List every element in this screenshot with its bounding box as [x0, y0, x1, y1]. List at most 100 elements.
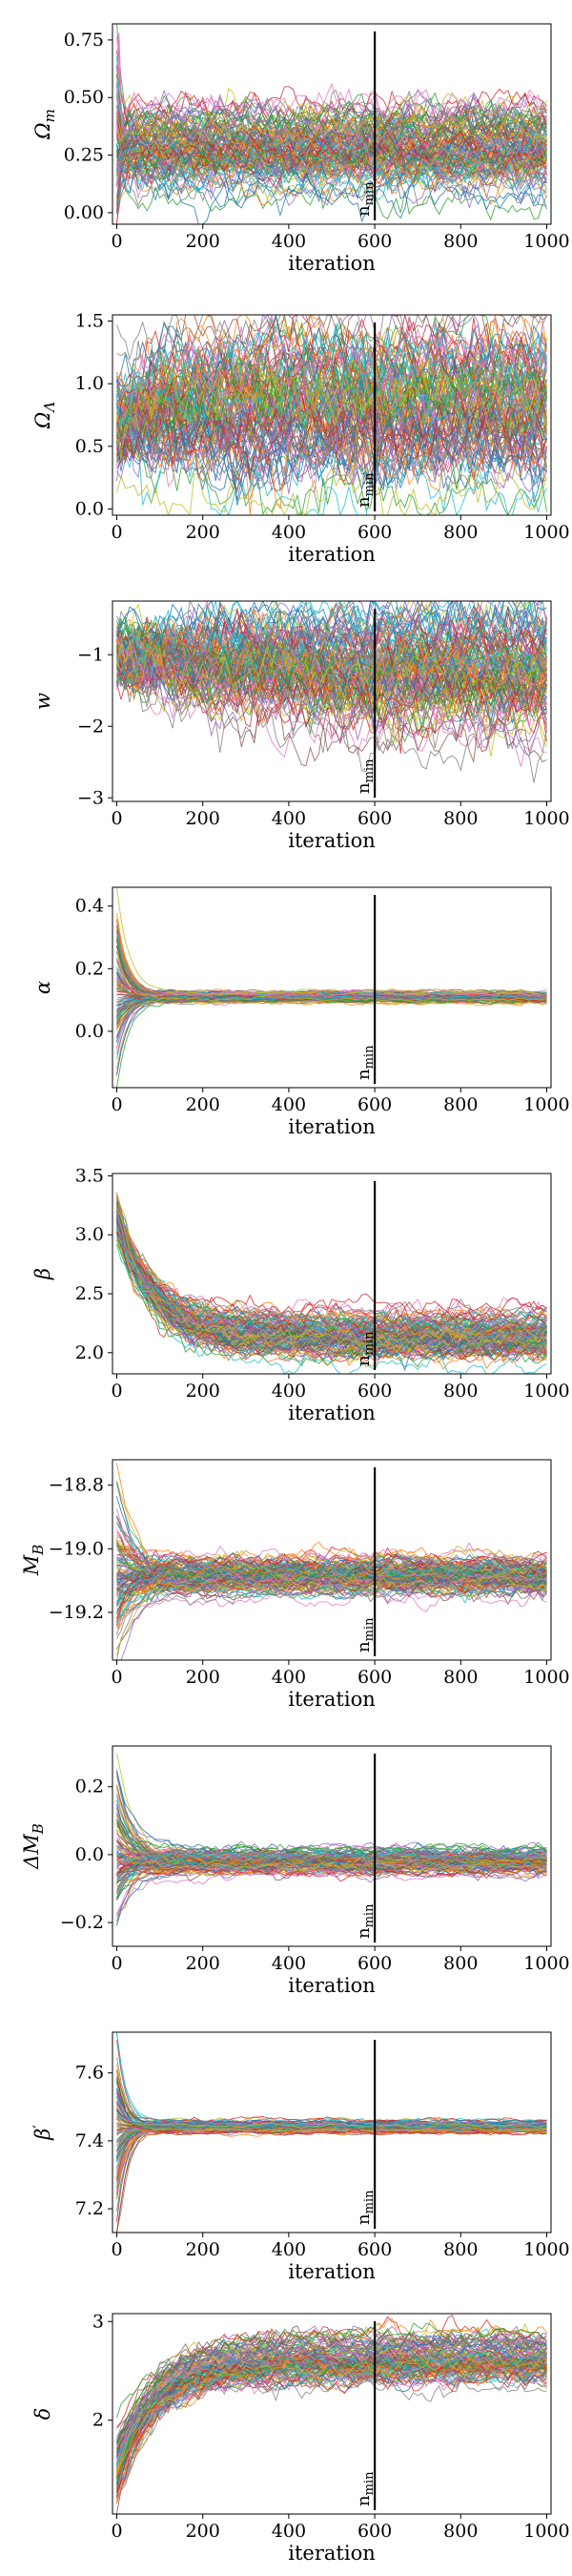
walker-trace — [116, 332, 547, 423]
x-tick-label: 600 — [358, 1667, 392, 1688]
walker-trace — [116, 107, 547, 168]
x-tick-label: 600 — [358, 1094, 392, 1115]
trace-panel-2: nmin 0 200 400 600 800 1000 iteration 0.0 0.5 1.0 1… — [31, 311, 570, 566]
walker-trace — [116, 352, 547, 444]
walker-trace — [116, 385, 547, 453]
y-tick-label: −18.8 — [49, 1475, 104, 1496]
walker-trace — [116, 2032, 547, 2129]
walker-trace — [116, 612, 547, 694]
walker-trace — [116, 602, 547, 679]
walker-trace — [116, 940, 547, 997]
x-tick-label: 0 — [111, 808, 122, 829]
plot-frame — [112, 600, 552, 802]
x-tick-label: 800 — [443, 1667, 478, 1688]
x-tick-label: 200 — [186, 231, 220, 252]
walker-trace — [116, 321, 547, 441]
y-tick-label: 0.50 — [64, 87, 104, 108]
walker-trace — [116, 936, 547, 998]
y-tick-label: −19.2 — [49, 1602, 104, 1623]
walker-trace — [116, 2341, 547, 2455]
walker-traces — [116, 601, 547, 783]
x-tick-label: 1000 — [523, 522, 569, 543]
y-tick-label: 0.0 — [75, 1844, 104, 1865]
walker-trace — [116, 148, 547, 198]
x-tick-label: 1000 — [523, 2239, 569, 2260]
y-tick-label: 2 — [92, 2410, 104, 2431]
walker-trace — [116, 1554, 547, 1605]
y-axis-label: β — [31, 1268, 54, 1280]
x-tick-label: 1000 — [523, 1381, 569, 1402]
y-tick-label: 7.6 — [75, 2063, 104, 2084]
walker-traces — [116, 1463, 547, 1660]
walker-trace — [116, 2125, 547, 2182]
walker-trace — [116, 2120, 547, 2222]
walker-trace — [116, 97, 547, 174]
walker-trace — [116, 2109, 547, 2125]
walker-trace — [116, 1842, 547, 1867]
x-tick-label: 400 — [272, 1667, 306, 1688]
walker-trace — [116, 1793, 547, 1855]
walker-trace — [116, 1195, 547, 1331]
plot-frame — [112, 1745, 552, 1947]
y-tick-label: 3.0 — [75, 1224, 104, 1245]
x-tick-label: 400 — [272, 2521, 306, 2542]
x-tick-label: 200 — [186, 522, 220, 543]
walker-trace — [116, 2335, 547, 2466]
x-tick-label: 200 — [186, 1667, 220, 1688]
walker-trace — [116, 930, 547, 996]
walker-trace — [116, 2040, 547, 2131]
walker-trace — [116, 2363, 547, 2463]
plot-frame — [112, 23, 552, 225]
walker-trace — [116, 1197, 547, 1361]
y-tick-label: 7.2 — [75, 2198, 104, 2219]
walker-trace — [116, 113, 547, 169]
n-min-label: nmin — [354, 1045, 377, 1080]
walker-trace — [116, 1560, 547, 1605]
walker-trace — [116, 992, 547, 1018]
plot-frame — [112, 1459, 552, 1661]
walker-trace — [116, 1552, 547, 1620]
walker-trace — [116, 666, 547, 755]
walker-trace — [116, 1845, 547, 1883]
x-tick-label: 600 — [358, 1953, 392, 1974]
n-min-label: nmin — [354, 1617, 377, 1652]
y-tick-label: 2.5 — [75, 1283, 104, 1304]
walker-trace — [116, 657, 547, 713]
walker-trace — [116, 1508, 547, 1587]
trace-panel-3: nmin 0 200 400 600 800 1000 iteration −3 −2 −1 w — [31, 600, 570, 852]
walker-trace — [116, 640, 547, 709]
walker-trace — [116, 2126, 547, 2212]
y-axis-label: α — [31, 981, 54, 994]
walker-trace — [116, 1553, 547, 1597]
trace-panel-5: nmin 0 200 400 600 800 1000 iteration 2.0 2.5 3.0 3… — [31, 1165, 570, 1424]
x-tick-label: 800 — [443, 1094, 478, 1115]
walker-trace — [116, 1207, 547, 1351]
walker-trace — [116, 2120, 547, 2233]
y-tick-label: 0.2 — [75, 958, 104, 979]
x-tick-label: 800 — [443, 231, 478, 252]
y-axis-label: MB — [20, 1545, 47, 1577]
walker-trace — [116, 1823, 547, 1875]
walker-trace — [116, 1586, 547, 1651]
walker-trace — [116, 2092, 547, 2136]
walker-trace — [116, 315, 547, 417]
x-tick-label: 600 — [358, 808, 392, 829]
walker-trace — [116, 378, 547, 478]
y-tick-label: 2.0 — [75, 1342, 104, 1363]
n-min-label: nmin — [354, 758, 377, 794]
x-tick-label: 800 — [443, 1953, 478, 1974]
y-axis-label: ΔMB — [20, 1823, 47, 1870]
walker-trace — [116, 988, 547, 1005]
x-tick-label: 400 — [272, 2239, 306, 2260]
walker-trace — [116, 2128, 547, 2175]
walker-trace — [116, 2125, 547, 2192]
walker-trace — [116, 1542, 547, 1602]
walker-trace — [116, 113, 547, 157]
walker-trace — [116, 995, 547, 1069]
y-tick-label: 0.4 — [75, 896, 104, 917]
walker-trace — [116, 977, 547, 999]
walker-traces — [116, 887, 547, 1088]
walker-trace — [116, 1858, 547, 1882]
walker-trace — [116, 2343, 547, 2476]
walker-trace — [116, 939, 547, 997]
